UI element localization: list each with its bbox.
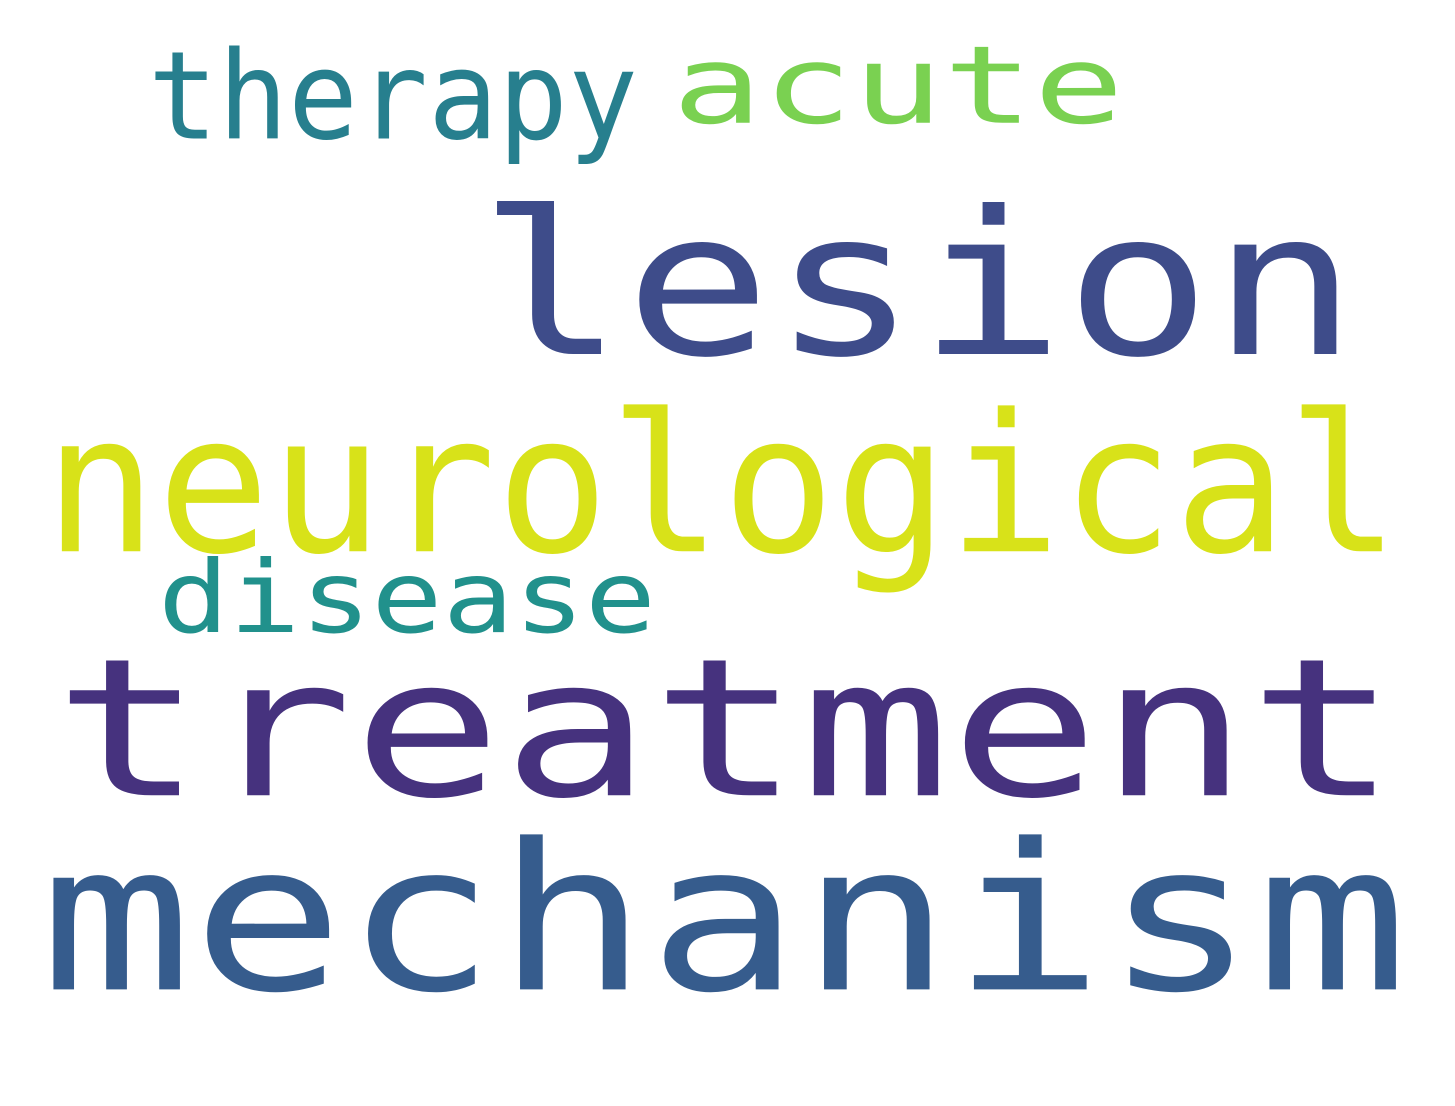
word-mechanism: mechanism <box>40 800 1408 1039</box>
word-acute: acute <box>672 22 1124 149</box>
word-therapy: therapy <box>148 25 638 168</box>
word-lesion: lesion <box>478 169 1358 402</box>
word-disease: disease <box>158 539 656 656</box>
word-neurological: neurological <box>44 373 1400 598</box>
word-treatment: treatment <box>54 617 1398 842</box>
